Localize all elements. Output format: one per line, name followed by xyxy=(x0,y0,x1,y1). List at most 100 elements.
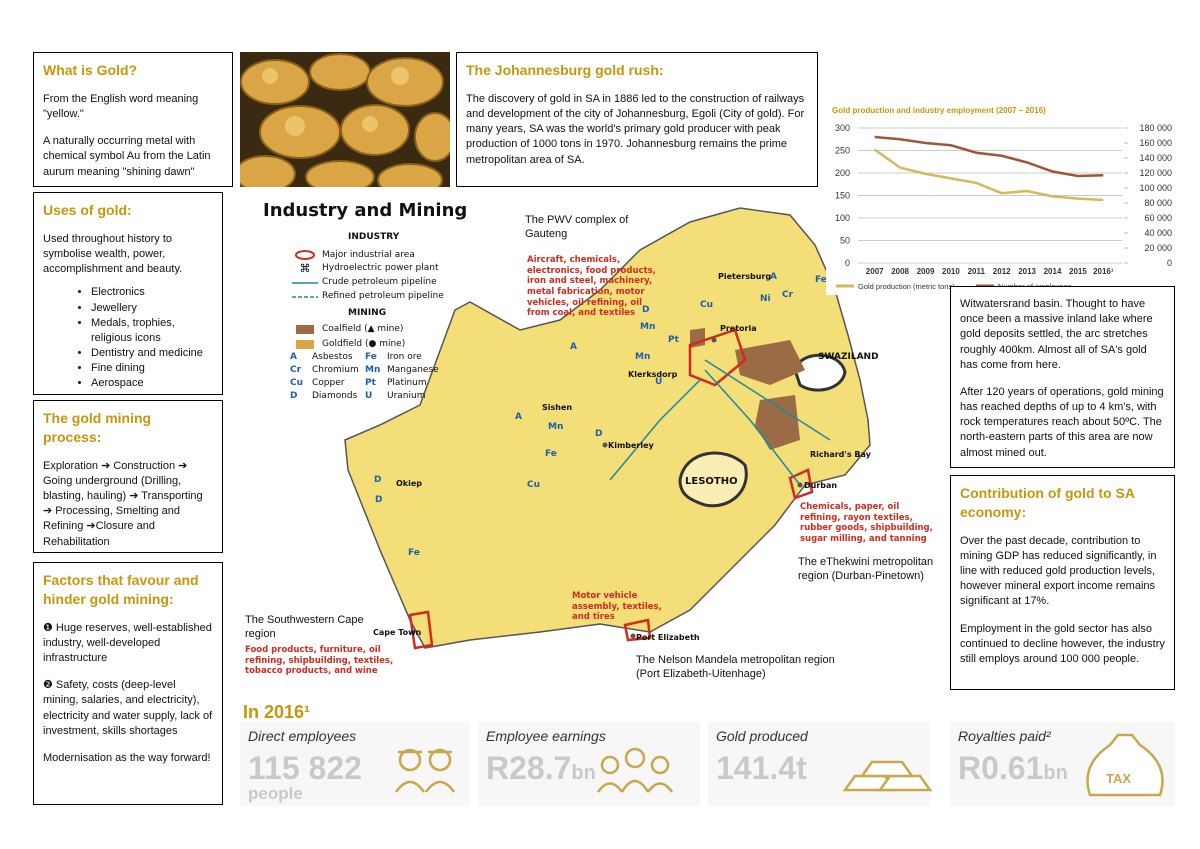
stat-unit: bn xyxy=(571,762,596,784)
x-tick-label: 2016¹ xyxy=(1093,267,1114,276)
shape xyxy=(295,250,315,260)
legend-item: Crude petroleum pipeline xyxy=(322,277,437,287)
list-item: Fine dining xyxy=(91,361,213,376)
highlights xyxy=(262,67,409,136)
text: From the English word meaning "yellow." xyxy=(43,92,199,121)
shape xyxy=(309,53,371,91)
contribution-box: Contribution of gold to SA economy: Over… xyxy=(950,475,1175,690)
mineral-name: Asbestos xyxy=(312,352,353,362)
stat-number: 115 822 xyxy=(248,750,362,786)
place: Pretoria xyxy=(720,324,757,333)
y2-tick-label: 180 000 xyxy=(1139,123,1172,133)
shape xyxy=(305,160,375,187)
shape xyxy=(408,610,434,650)
stat-number: R0.61 xyxy=(958,750,1044,786)
annotation: The eThekwini metropolitan region (Durba… xyxy=(798,556,934,582)
list-item: Jewellery xyxy=(91,301,213,316)
y-tick-label: 0 xyxy=(845,258,850,268)
shape xyxy=(788,468,814,500)
coalfields xyxy=(690,328,805,450)
legend-item: Major industrial area xyxy=(322,250,415,260)
shape xyxy=(609,379,701,481)
y-tick-label: 250 xyxy=(835,146,850,156)
chart: Gold production and industry employment … xyxy=(826,100,1176,295)
legend-item: Refined petroleum pipeline xyxy=(322,291,444,301)
stats-title: In 2016¹ xyxy=(243,702,311,722)
text: After 120 years of operations, gold mini… xyxy=(960,385,1164,459)
series-line xyxy=(874,135,1104,178)
y2-tick-label: 120 000 xyxy=(1139,168,1172,178)
shape xyxy=(630,633,636,639)
shape xyxy=(296,340,314,349)
johannesburg-box: The Johannesburg gold rush: The discover… xyxy=(456,52,818,187)
swaziland xyxy=(793,353,847,392)
mineral-code: U xyxy=(365,391,373,401)
text: Over the past decade, contribution to mi… xyxy=(960,534,1157,608)
shape xyxy=(623,618,652,642)
legend-heading: MINING xyxy=(348,308,387,318)
place: Pietersburg xyxy=(718,272,772,281)
list-item: Aerospace xyxy=(91,376,213,391)
mineral-symbol: Mn xyxy=(640,322,656,332)
mineral-symbol: Cu xyxy=(527,480,541,490)
stat-unit: people xyxy=(248,784,303,803)
tax-label: TAX xyxy=(1106,771,1132,786)
mineral-symbol: A xyxy=(515,412,522,422)
mineral-symbol: Ni xyxy=(760,294,771,304)
stat-value: R0.61bn xyxy=(958,750,1068,787)
place: Richard's Bay xyxy=(810,450,871,459)
mineral-code: Mn xyxy=(365,365,381,375)
text: The discovery of gold in SA in 1886 led … xyxy=(466,92,805,166)
text: Modernisation as the way forward! xyxy=(43,751,211,764)
mineral-symbol: Fe xyxy=(408,548,420,558)
heading: The gold mining process: xyxy=(43,410,152,445)
pipelines xyxy=(609,359,831,486)
stat-panel: Employee earnings R28.7bn xyxy=(478,722,700,806)
place: Kimberley xyxy=(608,441,654,450)
place: Port Elizabeth xyxy=(636,633,700,642)
mineral-symbol: Cu xyxy=(700,300,714,310)
x-tick-label: 2011 xyxy=(968,267,986,276)
legend-heading: INDUSTRY xyxy=(348,232,400,242)
factors-box: Factors that favour and hinder gold mini… xyxy=(33,562,223,805)
stat-label: Employee earnings xyxy=(486,728,606,744)
mineral-code: Cu xyxy=(290,378,304,388)
place: Klerksdorp xyxy=(628,370,678,379)
list-item: Dentistry and medicine xyxy=(91,346,213,361)
mineral-symbol: Fe xyxy=(815,275,827,285)
x-tick-label: 2013 xyxy=(1018,267,1036,276)
x-tick-label: 2008 xyxy=(891,267,909,276)
shape xyxy=(262,68,278,84)
heading: The Johannesburg gold rush: xyxy=(466,62,664,78)
x-tick-label: 2014 xyxy=(1044,267,1062,276)
annotation: The PWV complex of Gauteng xyxy=(525,214,629,240)
text: Witwatersrand basin. Thought to have onc… xyxy=(960,298,1153,371)
stat-panel: Direct employees 115 822 people xyxy=(240,722,470,806)
legend-item: Hydroelectric power plant xyxy=(322,263,439,273)
shape xyxy=(711,337,717,343)
shape: ⌘ xyxy=(300,263,311,275)
y2-tick-label: 140 000 xyxy=(1139,153,1172,163)
text: ❷ Safety, costs (deep-level mining, sala… xyxy=(43,679,213,737)
text: Exploration ➔ Construction ➔ Going under… xyxy=(43,459,203,548)
shape xyxy=(362,116,378,132)
y2-tick-label: 80 000 xyxy=(1144,198,1172,208)
legend-item: Coalfield (▲ mine) xyxy=(322,324,404,334)
shape xyxy=(755,395,800,450)
mineral-symbol: D xyxy=(375,495,383,505)
y2-tick-label: 0 xyxy=(1167,258,1172,268)
legend-symbols: ⌘ xyxy=(292,250,318,349)
chart-title: Gold production and industry employment … xyxy=(832,106,1046,115)
stat-panel: Gold produced 141.4t xyxy=(708,722,930,806)
place: Okiep xyxy=(396,479,423,488)
mineral-symbol: A xyxy=(570,342,577,352)
mineral-symbol: U xyxy=(655,377,663,387)
y2-tick-label: 40 000 xyxy=(1144,228,1172,238)
y2-tick-label: 100 000 xyxy=(1139,183,1172,193)
x-tick-label: 2012 xyxy=(993,267,1011,276)
x-tick-label: 2009 xyxy=(917,267,935,276)
mineral-symbol: Pt xyxy=(668,335,679,345)
y-tick-label: 100 xyxy=(835,213,850,223)
annotation: The Southwestern Cape region xyxy=(245,614,364,640)
